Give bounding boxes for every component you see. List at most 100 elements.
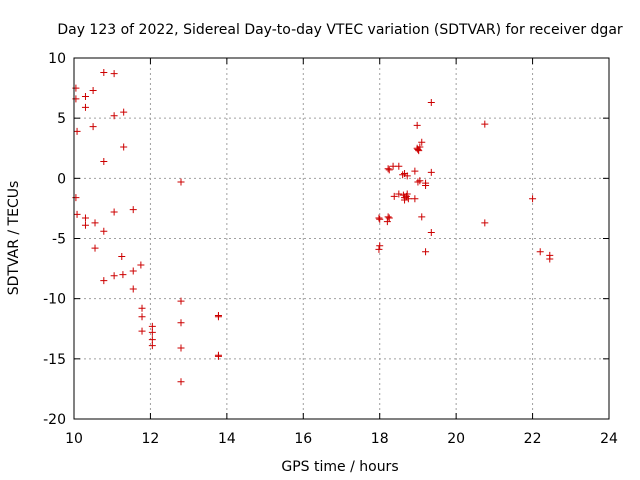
data-point bbox=[385, 214, 393, 222]
data-point bbox=[177, 344, 185, 352]
data-point bbox=[148, 342, 156, 350]
data-point bbox=[384, 165, 392, 173]
data-point bbox=[119, 271, 127, 279]
data-point bbox=[72, 194, 80, 202]
data-point bbox=[148, 336, 156, 344]
data-point bbox=[138, 327, 146, 335]
data-point bbox=[110, 208, 118, 216]
data-point bbox=[395, 190, 403, 198]
data-point bbox=[214, 352, 222, 360]
x-tick-label: 18 bbox=[371, 431, 389, 447]
data-point bbox=[383, 218, 391, 226]
data-point bbox=[120, 143, 128, 151]
plot-frame bbox=[73, 57, 610, 420]
data-point bbox=[413, 121, 421, 129]
data-point bbox=[422, 248, 430, 256]
x-tick-label: 10 bbox=[65, 431, 83, 447]
data-point bbox=[138, 313, 146, 321]
data-point bbox=[100, 68, 108, 76]
data-point bbox=[416, 177, 424, 185]
data-point bbox=[415, 147, 423, 155]
data-point bbox=[375, 245, 383, 253]
x-tick-label: 12 bbox=[142, 431, 160, 447]
data-point bbox=[481, 219, 489, 227]
data-point bbox=[81, 221, 89, 229]
data-point bbox=[73, 127, 81, 135]
data-point bbox=[138, 304, 146, 312]
x-axis-label: GPS time / hours bbox=[281, 459, 398, 475]
x-tick-label: 20 bbox=[447, 431, 465, 447]
data-point bbox=[403, 172, 411, 180]
y-axis-label: SDTVAR / TECUs bbox=[6, 181, 22, 296]
data-point bbox=[390, 192, 398, 200]
data-point bbox=[399, 171, 407, 179]
x-tick-label: 14 bbox=[218, 431, 236, 447]
data-point bbox=[89, 123, 97, 131]
data-point bbox=[384, 213, 392, 221]
data-point bbox=[416, 143, 424, 151]
x-tick-label: 24 bbox=[600, 431, 618, 447]
data-point bbox=[81, 214, 89, 222]
data-point bbox=[427, 168, 435, 176]
x-tick-label: 22 bbox=[524, 431, 542, 447]
y-tick-label: -5 bbox=[52, 232, 66, 248]
data-point bbox=[72, 95, 80, 103]
data-point bbox=[81, 103, 89, 111]
data-point bbox=[91, 244, 99, 252]
data-point bbox=[427, 228, 435, 236]
data-point bbox=[414, 178, 422, 186]
data-point bbox=[148, 328, 156, 336]
data-point bbox=[177, 378, 185, 386]
data-point bbox=[129, 267, 137, 275]
grid-lines bbox=[74, 58, 609, 419]
data-point bbox=[395, 162, 403, 170]
data-point bbox=[100, 157, 108, 165]
data-point bbox=[177, 178, 185, 186]
data-point bbox=[73, 210, 81, 218]
data-point bbox=[129, 206, 137, 214]
data-point bbox=[110, 112, 118, 120]
data-point bbox=[72, 84, 80, 92]
data-point bbox=[481, 120, 489, 128]
data-point bbox=[137, 261, 145, 269]
data-point bbox=[546, 255, 554, 263]
axis-ticks: 10 12 14 16 18 20 22 24 -20 -15 -10 -5 0 5 10 bbox=[43, 51, 618, 447]
y-tick-label: 10 bbox=[48, 51, 66, 67]
data-point bbox=[427, 99, 435, 107]
data-point bbox=[401, 196, 409, 204]
data-point bbox=[89, 86, 97, 94]
data-point bbox=[120, 108, 128, 116]
data-point bbox=[148, 322, 156, 330]
data-point bbox=[403, 190, 411, 198]
data-point bbox=[404, 195, 412, 203]
data-point bbox=[100, 277, 108, 285]
y-tick-label: 5 bbox=[57, 111, 66, 127]
data-point bbox=[411, 195, 419, 203]
data-point bbox=[536, 248, 544, 256]
data-point bbox=[81, 93, 89, 101]
data-point bbox=[214, 313, 222, 321]
data-point bbox=[91, 219, 99, 227]
data-points bbox=[72, 68, 554, 386]
data-point bbox=[418, 213, 426, 221]
data-point bbox=[376, 242, 384, 250]
x-tick-label: 16 bbox=[294, 431, 312, 447]
y-tick-label: -15 bbox=[43, 352, 66, 368]
data-point bbox=[529, 195, 537, 203]
data-point bbox=[418, 138, 426, 146]
y-tick-label: -10 bbox=[43, 292, 66, 308]
data-point bbox=[110, 70, 118, 78]
data-point bbox=[422, 179, 430, 187]
data-point bbox=[177, 319, 185, 327]
data-point bbox=[118, 253, 126, 261]
data-point bbox=[110, 272, 118, 280]
data-point bbox=[375, 214, 383, 222]
data-point bbox=[129, 285, 137, 293]
data-point bbox=[177, 297, 185, 305]
chart-title: Day 123 of 2022, Sidereal Day-to-day VTE… bbox=[57, 22, 623, 38]
y-tick-label: -20 bbox=[43, 412, 66, 428]
data-point bbox=[100, 227, 108, 235]
data-point bbox=[385, 166, 393, 174]
data-point bbox=[376, 215, 384, 223]
